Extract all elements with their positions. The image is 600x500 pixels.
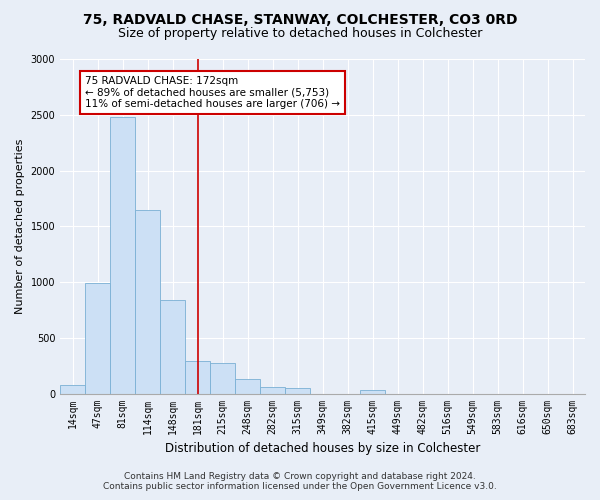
Bar [210,364,235,394]
Text: Contains HM Land Registry data © Crown copyright and database right 2024.
Contai: Contains HM Land Registry data © Crown c… [103,472,497,491]
Bar [85,283,110,394]
Text: Size of property relative to detached houses in Colchester: Size of property relative to detached ho… [118,28,482,40]
Text: 75 RADVALD CHASE: 172sqm
← 89% of detached houses are smaller (5,753)
11% of sem: 75 RADVALD CHASE: 172sqm ← 89% of detach… [85,76,340,109]
Bar [185,361,210,394]
Y-axis label: Number of detached properties: Number of detached properties [15,138,25,314]
Bar [60,385,85,394]
X-axis label: Distribution of detached houses by size in Colchester: Distribution of detached houses by size … [165,442,480,455]
Bar [235,379,260,394]
Bar [360,390,385,394]
Bar [285,388,310,394]
Text: 75, RADVALD CHASE, STANWAY, COLCHESTER, CO3 0RD: 75, RADVALD CHASE, STANWAY, COLCHESTER, … [83,12,517,26]
Bar [260,387,285,394]
Bar [135,210,160,394]
Bar [160,300,185,394]
Bar [110,117,135,394]
